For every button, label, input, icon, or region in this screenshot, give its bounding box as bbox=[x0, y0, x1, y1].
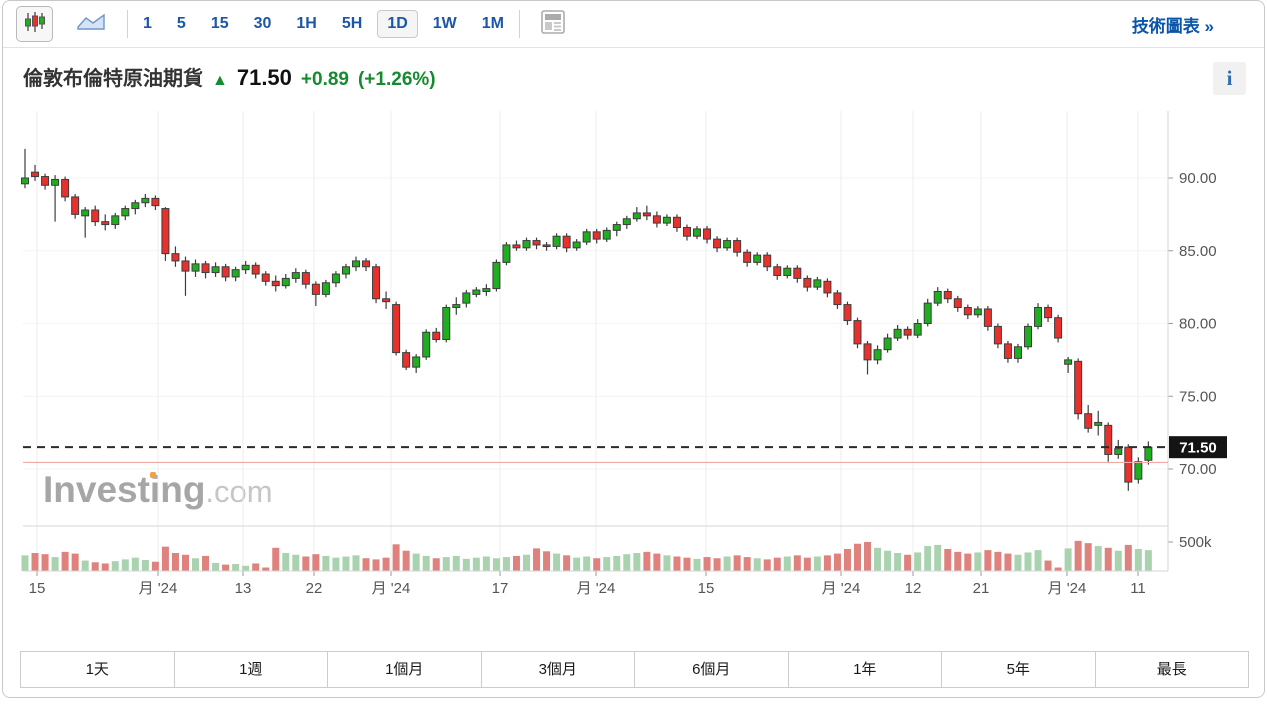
range-1day[interactable]: 1天 bbox=[21, 652, 175, 687]
range-3months[interactable]: 3個月 bbox=[482, 652, 635, 687]
interval-5h[interactable]: 5H bbox=[341, 15, 363, 32]
chart-toolbar: 1 5 15 30 1H 5H 1D 1W 1M 技術圖表 bbox=[3, 1, 1264, 48]
toolbar-divider bbox=[127, 10, 128, 38]
svg-text:月 '24: 月 '24 bbox=[577, 580, 616, 597]
svg-text:月 '24: 月 '24 bbox=[1048, 580, 1087, 597]
price-change: +0.89 bbox=[300, 69, 349, 90]
interval-30[interactable]: 30 bbox=[253, 15, 272, 32]
price-chart-svg[interactable]: 90.00 85.00 80.00 75.00 70.00 15 月 '24 13 22 月 '2… bbox=[3, 106, 1267, 606]
title-row: 倫敦布倫特原油期貨 ▲ 71.50 +0.89 (+1.26%) bbox=[23, 62, 436, 91]
interval-15[interactable]: 15 bbox=[210, 15, 229, 32]
svg-text:80.00: 80.00 bbox=[1179, 316, 1217, 333]
svg-text:85.00: 85.00 bbox=[1179, 243, 1217, 260]
interval-1m[interactable]: 1M bbox=[481, 15, 504, 32]
svg-text:月 '24: 月 '24 bbox=[372, 580, 411, 597]
interval-selector: 1 5 15 30 1H 5H 1D 1W 1M bbox=[143, 10, 504, 38]
range-1month[interactable]: 1個月 bbox=[328, 652, 482, 687]
info-button[interactable]: i bbox=[1213, 62, 1246, 95]
svg-text:70.00: 70.00 bbox=[1179, 461, 1217, 478]
price-change-percent: (+1.26%) bbox=[357, 69, 436, 90]
price-up-arrow-icon: ▲ bbox=[212, 72, 228, 89]
instrument-title: 倫敦布倫特原油期貨 bbox=[23, 68, 203, 90]
svg-text:13: 13 bbox=[235, 580, 252, 597]
interval-5[interactable]: 5 bbox=[176, 15, 186, 32]
interval-1[interactable]: 1 bbox=[143, 15, 152, 32]
news-panel-button[interactable] bbox=[535, 6, 571, 42]
last-price: 71.50 bbox=[236, 65, 292, 90]
instrument-header: 倫敦布倫特原油期貨 ▲ 71.50 +0.89 (+1.26%) i bbox=[3, 49, 1264, 106]
range-1week[interactable]: 1週 bbox=[175, 652, 328, 687]
svg-text:月 '24: 月 '24 bbox=[822, 580, 861, 597]
svg-text:15: 15 bbox=[29, 580, 46, 597]
svg-text:17: 17 bbox=[492, 580, 509, 597]
candlestick-chart-button[interactable] bbox=[16, 6, 53, 42]
technical-chart-link[interactable]: 技術圖表 » bbox=[1131, 16, 1214, 36]
range-max[interactable]: 最長 bbox=[1156, 661, 1187, 678]
svg-text:90.00: 90.00 bbox=[1179, 170, 1217, 187]
svg-text:11: 11 bbox=[1130, 580, 1146, 597]
svg-text:月 '24: 月 '24 bbox=[139, 580, 178, 597]
svg-text:21: 21 bbox=[973, 580, 990, 597]
area-chart-icon bbox=[76, 11, 106, 38]
svg-text:500k: 500k bbox=[1179, 534, 1212, 551]
svg-text:75.00: 75.00 bbox=[1179, 388, 1217, 405]
area-chart-button[interactable] bbox=[70, 6, 112, 42]
toolbar-divider-2 bbox=[519, 10, 520, 38]
interval-1w[interactable]: 1W bbox=[432, 15, 457, 32]
interval-1d-selected[interactable]: 1D bbox=[377, 10, 418, 38]
news-panel-icon bbox=[540, 9, 566, 40]
svg-text:71.50: 71.50 bbox=[1179, 440, 1217, 457]
range-6months[interactable]: 6個月 bbox=[635, 652, 789, 687]
candlestick-chart-icon bbox=[24, 11, 46, 38]
range-selector: 1天 1週 1個月 3個月 6個月 1年 5年 最長 bbox=[20, 651, 1249, 688]
range-5years[interactable]: 5年 bbox=[942, 652, 1096, 687]
svg-text:15: 15 bbox=[698, 580, 715, 597]
svg-text:22: 22 bbox=[306, 580, 323, 597]
svg-text:12: 12 bbox=[905, 580, 922, 597]
interval-1h[interactable]: 1H bbox=[296, 15, 317, 32]
range-1year[interactable]: 1年 bbox=[789, 652, 942, 687]
